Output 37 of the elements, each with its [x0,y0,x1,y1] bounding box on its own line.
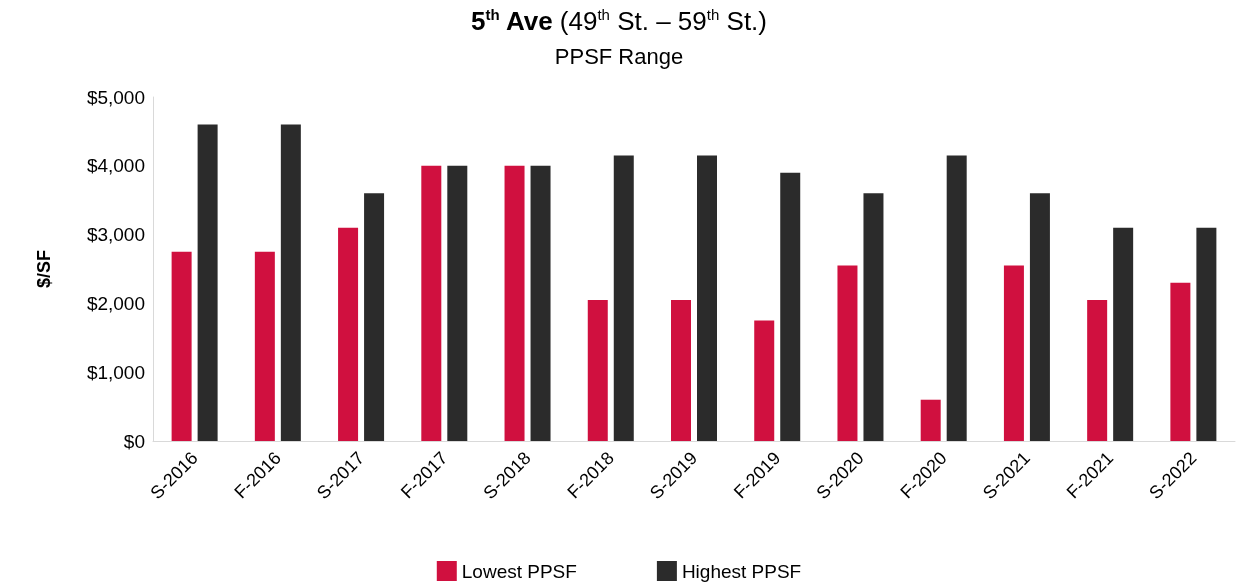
bar [863,193,884,441]
bar [1003,265,1024,441]
bar [1087,299,1108,441]
bar [530,165,551,441]
bar [780,172,801,441]
bar [171,251,192,441]
bar [254,251,275,441]
bar [1170,282,1191,441]
bar [1029,193,1050,441]
bar [504,165,525,441]
chart-title: 5$^{th}$ Ave (49$^{th}$ St. – 59$^{th}$ St.) [470,6,768,37]
bar [364,193,385,441]
y-tick-label: $2,000 [86,292,145,314]
y-tick-label: $3,000 [86,224,145,246]
bar [587,299,608,441]
y-tick-label: $4,000 [86,155,145,177]
bar [946,155,967,441]
y-tick-label: $0 [123,430,145,452]
bar [1196,227,1217,441]
bar [613,155,634,441]
bar [197,124,218,441]
bar [280,124,301,441]
y-tick-label: $1,000 [86,361,145,383]
legend-label: Highest PPSF [681,560,802,582]
legend-label: Lowest PPSF [461,560,577,582]
chart-subtitle: PPSF Range [553,44,685,70]
bar [671,299,691,441]
y-axis-title: $/SF [34,249,54,289]
y-tick-label: $5,000 [86,86,145,108]
bar [754,320,775,441]
bar [1113,227,1134,441]
bar [447,165,468,441]
bar [421,165,442,441]
bar [338,227,359,441]
bar [920,399,941,441]
bar [697,155,717,441]
bar [837,265,858,441]
